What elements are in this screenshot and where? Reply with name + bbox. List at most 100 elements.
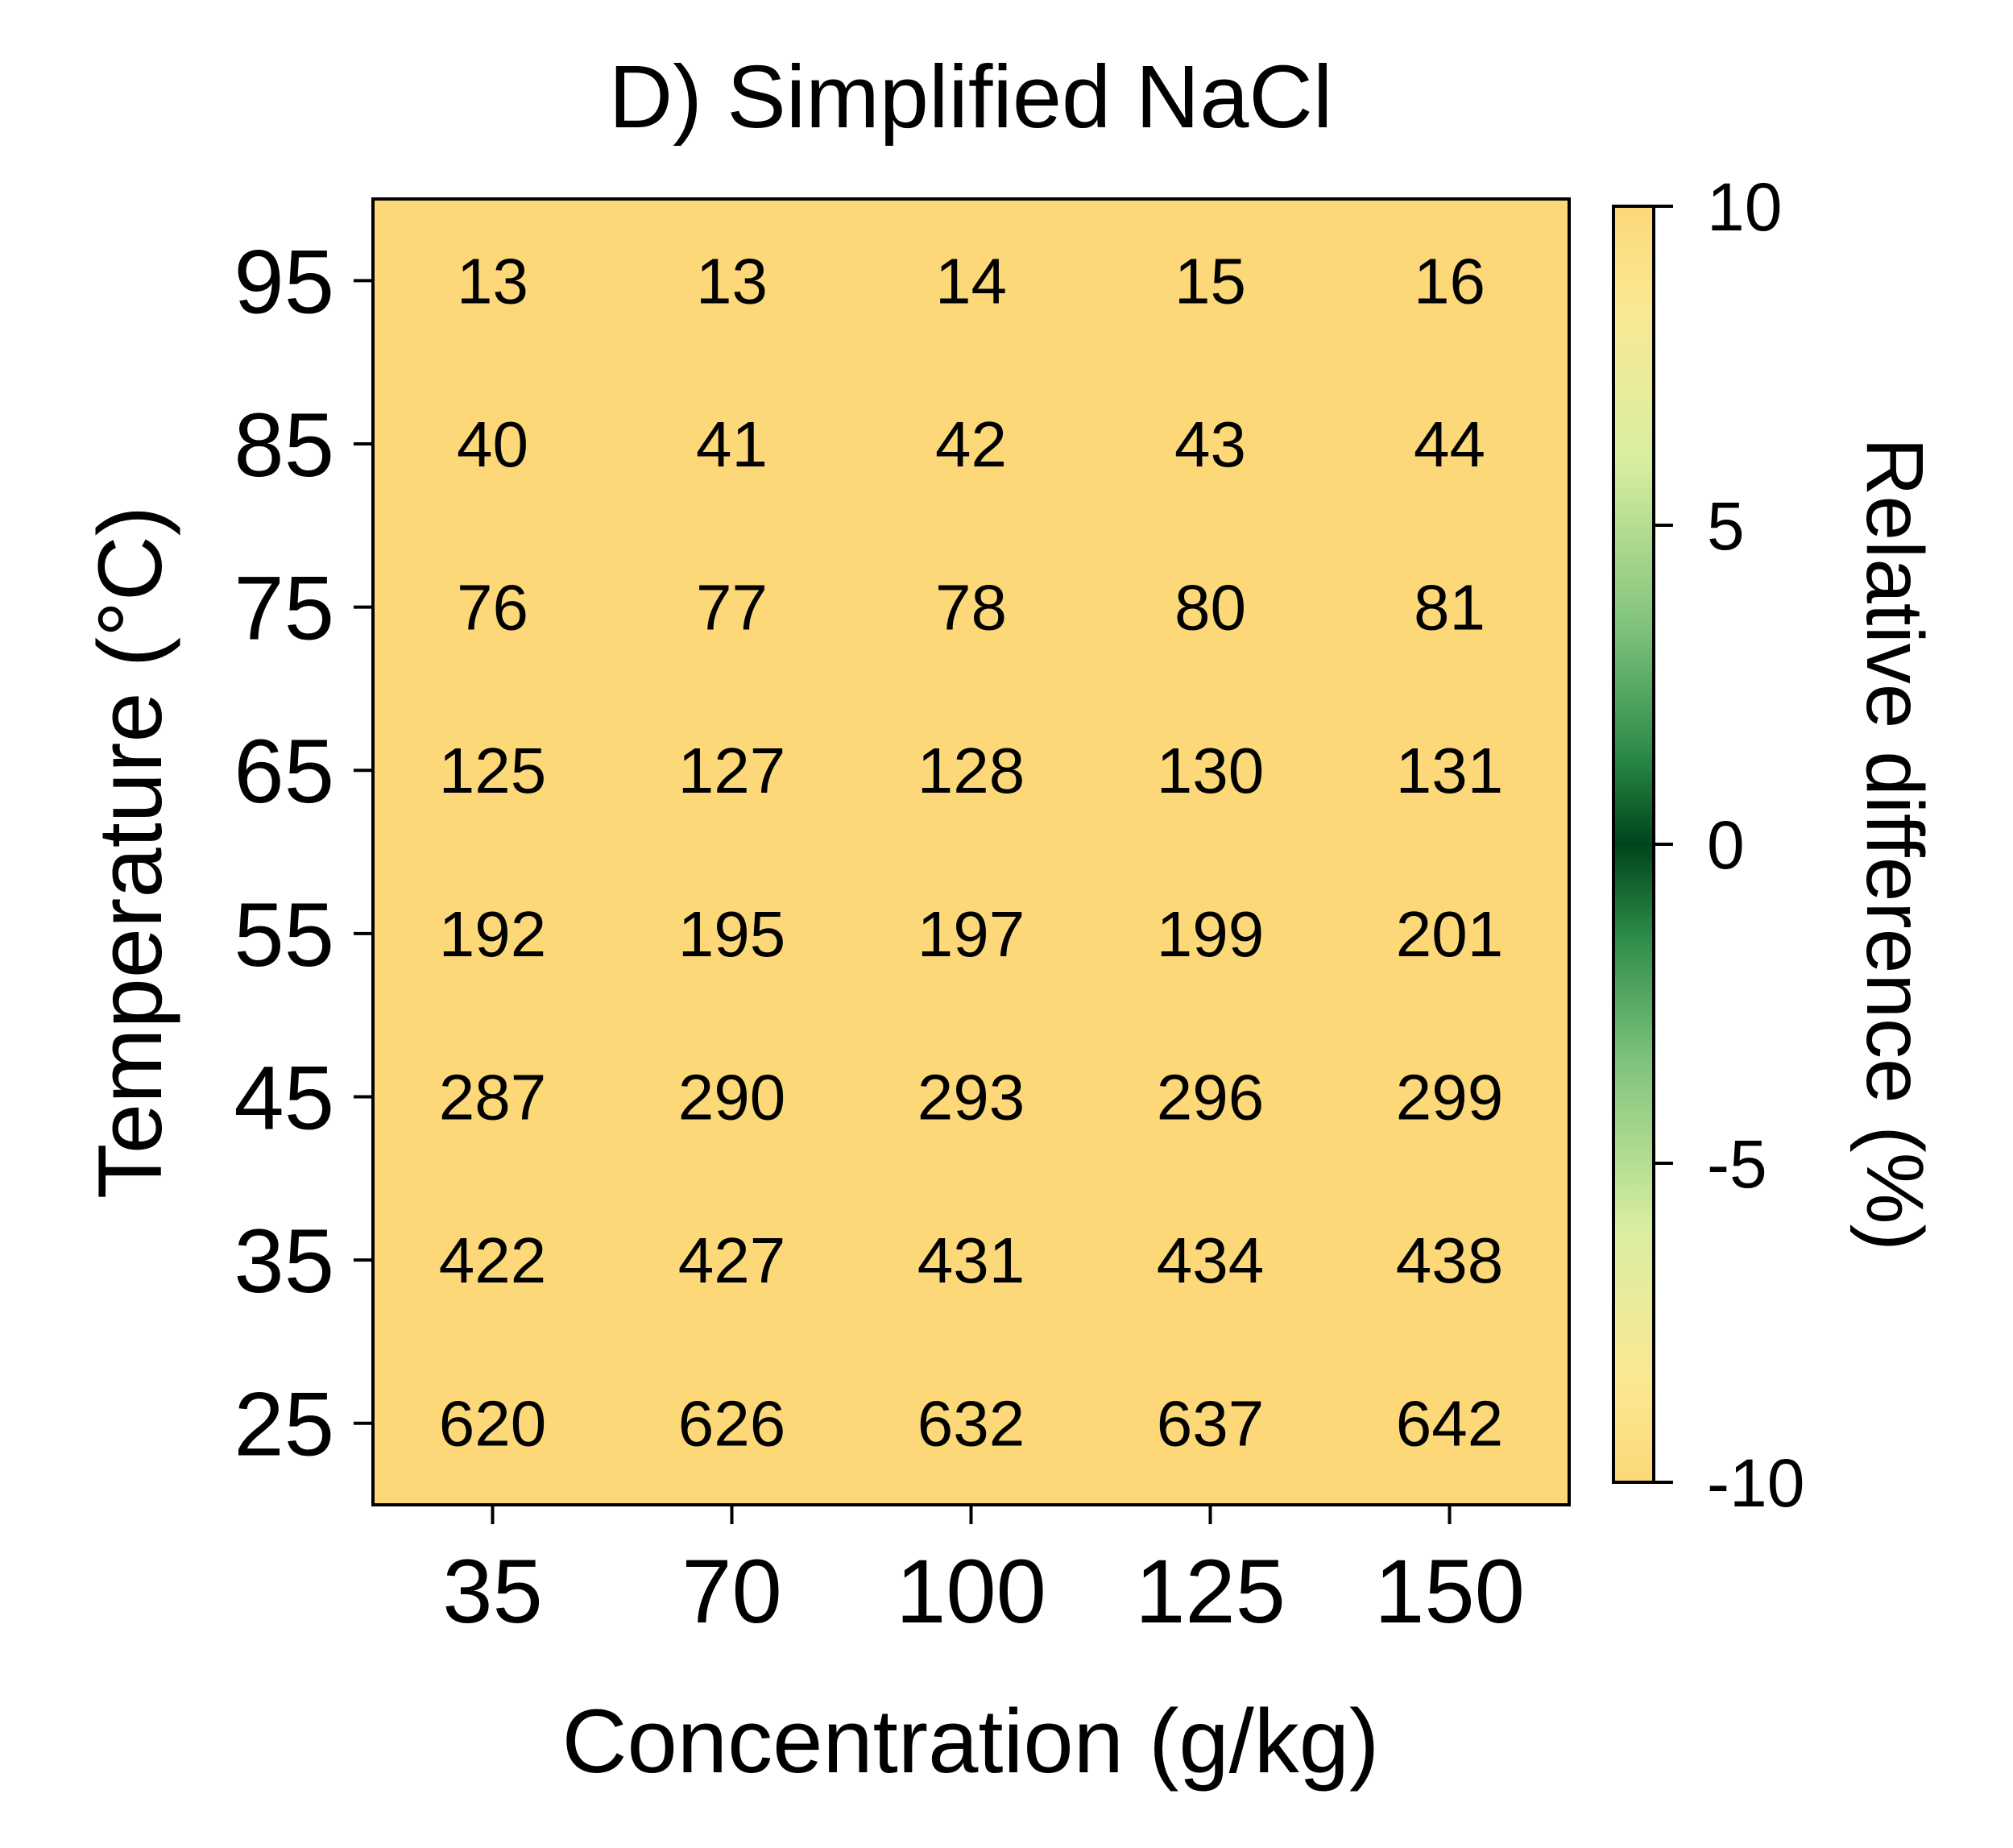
heatmap-cell xyxy=(1330,525,1569,689)
cell-value-label: 77 xyxy=(696,572,768,644)
y-tick-label: 65 xyxy=(234,721,334,822)
cell-value-label: 42 xyxy=(935,408,1007,480)
colorbar-tick-label: -10 xyxy=(1707,1445,1804,1521)
heatmap-cell xyxy=(612,199,851,363)
cell-value-label: 41 xyxy=(696,408,768,480)
cell-value-label: 13 xyxy=(457,245,528,317)
x-axis-label: Concentration (g/kg) xyxy=(562,1691,1380,1792)
y-tick-label: 45 xyxy=(234,1047,334,1148)
y-axis: 95 85 75 65 55 45 35 25 xyxy=(234,231,373,1475)
cell-value-label: 43 xyxy=(1174,408,1246,480)
heatmap-cell xyxy=(851,1178,1091,1342)
colorbar-tick-label: 10 xyxy=(1707,169,1782,245)
heatmap-cell xyxy=(851,199,1091,363)
colorbar-tick-label: 0 xyxy=(1707,807,1745,883)
y-axis-label: Temperature (°C) xyxy=(80,506,180,1199)
cell-value-label: 130 xyxy=(1157,735,1264,806)
heatmap-cell xyxy=(373,199,612,363)
colorbar: 10 5 0 -5 -10 Relative difference (%) xyxy=(1612,169,1940,1521)
heatmap-cell xyxy=(1091,1178,1330,1342)
heatmap-cell xyxy=(612,1015,851,1179)
heatmap-cell xyxy=(851,1341,1091,1505)
heatmap-cell xyxy=(851,688,1091,852)
heatmap-cell xyxy=(1330,362,1569,526)
heatmap-cell xyxy=(612,525,851,689)
y-tick-label: 75 xyxy=(234,558,334,659)
heatmap-cell xyxy=(612,688,851,852)
x-tick-label: 100 xyxy=(896,1541,1046,1642)
heatmap-cell xyxy=(373,688,612,852)
cell-value-label: 15 xyxy=(1174,245,1246,317)
heatmap-cell xyxy=(851,851,1091,1016)
cell-value-label: 131 xyxy=(1396,735,1503,806)
heatmap-cell xyxy=(612,1178,851,1342)
y-tick-label: 95 xyxy=(234,231,334,332)
heatmap-cell xyxy=(851,525,1091,689)
heatmap-cell xyxy=(373,1341,612,1505)
cell-value-label: 299 xyxy=(1396,1061,1503,1133)
cell-value-label: 632 xyxy=(917,1388,1025,1460)
cell-value-label: 44 xyxy=(1414,408,1485,480)
chart-title: D) Simplified NaCl xyxy=(609,48,1333,147)
cell-value-label: 80 xyxy=(1174,572,1246,644)
heatmap-cell xyxy=(612,1341,851,1505)
cell-value-label: 434 xyxy=(1157,1224,1264,1296)
cell-value-label: 427 xyxy=(678,1224,785,1296)
heatmap-cell xyxy=(612,851,851,1016)
cell-value-label: 13 xyxy=(696,245,768,317)
heatmap-cell xyxy=(1091,688,1330,852)
cell-value-label: 296 xyxy=(1157,1061,1264,1133)
heatmap-cell xyxy=(1091,199,1330,363)
cell-value-label: 76 xyxy=(457,572,528,644)
heatmap-cell xyxy=(1330,851,1569,1016)
heatmap-cell xyxy=(612,362,851,526)
heatmap-cell xyxy=(1091,362,1330,526)
heatmap-cell xyxy=(1330,688,1569,852)
cell-value-label: 125 xyxy=(439,735,546,806)
y-tick-label: 35 xyxy=(234,1211,334,1311)
x-tick-label: 150 xyxy=(1374,1541,1525,1642)
colorbar-tick-label: -5 xyxy=(1707,1126,1767,1202)
cell-value-label: 290 xyxy=(678,1061,785,1133)
y-tick-label: 55 xyxy=(234,885,334,985)
cell-value-label: 195 xyxy=(678,898,785,970)
y-tick-label: 25 xyxy=(234,1374,334,1475)
x-tick-label: 70 xyxy=(681,1541,782,1642)
colorbar-gradient xyxy=(1612,205,1655,1484)
cell-value-label: 620 xyxy=(439,1388,546,1460)
heatmap-cell xyxy=(1091,1341,1330,1505)
heatmap-cell xyxy=(1091,851,1330,1016)
x-tick-label: 125 xyxy=(1135,1541,1286,1642)
cell-value-label: 287 xyxy=(439,1061,546,1133)
heatmap-cell xyxy=(1330,1178,1569,1342)
heatmap-cell xyxy=(851,362,1091,526)
cell-value-label: 422 xyxy=(439,1224,546,1296)
heatmap-cell xyxy=(373,1178,612,1342)
cell-value-label: 201 xyxy=(1396,898,1503,970)
cell-value-label: 642 xyxy=(1396,1388,1503,1460)
cell-value-label: 637 xyxy=(1157,1388,1264,1460)
colorbar-label: Relative difference (%) xyxy=(1849,437,1940,1251)
heatmap-cell xyxy=(373,525,612,689)
cell-value-label: 197 xyxy=(917,898,1025,970)
cell-value-label: 78 xyxy=(935,572,1007,644)
x-axis: 35 70 100 125 150 xyxy=(442,1505,1525,1642)
cell-value-label: 438 xyxy=(1396,1224,1503,1296)
cell-value-label: 16 xyxy=(1414,245,1485,317)
cell-value-label: 14 xyxy=(935,245,1007,317)
cell-value-label: 81 xyxy=(1414,572,1485,644)
cell-value-label: 626 xyxy=(678,1388,785,1460)
cell-value-label: 431 xyxy=(917,1224,1025,1296)
y-tick-label: 85 xyxy=(234,395,334,495)
cell-value-label: 199 xyxy=(1157,898,1264,970)
heatmap-cell xyxy=(373,851,612,1016)
heatmap-cell xyxy=(1330,1341,1569,1505)
heatmap-cell xyxy=(1330,1015,1569,1179)
heatmap-cell xyxy=(1091,525,1330,689)
heatmap-cell xyxy=(1330,199,1569,363)
heatmap-cell xyxy=(851,1015,1091,1179)
colorbar-tick-label: 5 xyxy=(1707,488,1745,564)
cell-value-label: 40 xyxy=(457,408,528,480)
cell-value-label: 192 xyxy=(439,898,546,970)
